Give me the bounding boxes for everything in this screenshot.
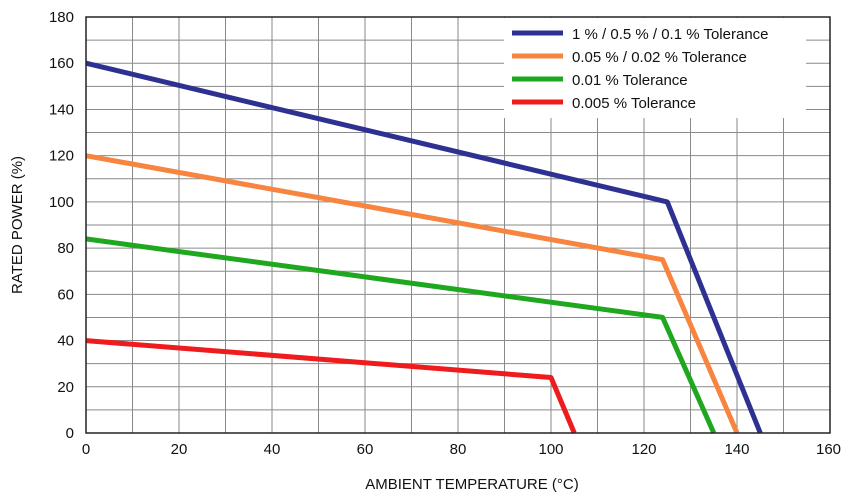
y-tick-label: 120 [49, 148, 74, 165]
x-tick-label: 60 [357, 441, 374, 458]
y-tick-labels: 0 20 40 60 80 100 120 140 160 180 [49, 9, 74, 442]
y-tick-label: 80 [57, 240, 74, 257]
x-tick-label: 80 [450, 441, 467, 458]
y-tick-label: 0 [66, 425, 74, 442]
y-tick-label: 100 [49, 194, 74, 211]
series-line-4 [85, 338, 577, 434]
x-tick-label: 20 [171, 441, 188, 458]
y-tick-label: 180 [49, 9, 74, 26]
series-line-1 [85, 60, 763, 434]
x-tick-label: 160 [816, 441, 841, 458]
legend-label: 0.005 % Tolerance [572, 95, 696, 112]
x-tick-label: 140 [724, 441, 749, 458]
x-tick-label: 40 [264, 441, 281, 458]
x-tick-label: 100 [538, 441, 563, 458]
x-tick-label: 0 [82, 441, 90, 458]
x-tick-labels: 0 20 40 60 80 100 120 140 160 [82, 441, 841, 458]
series-lines [85, 60, 763, 435]
y-axis-label: RATED POWER (%) [9, 156, 26, 294]
plot-frame [85, 16, 831, 434]
y-tick-label: 60 [57, 286, 74, 303]
legend: 1 % / 0.5 % / 0.1 % Tolerance 0.05 % / 0.… [504, 18, 806, 118]
y-tick-label: 20 [57, 379, 74, 396]
y-tick-label: 40 [57, 333, 74, 350]
series-line-2 [85, 153, 740, 434]
y-tick-label: 140 [49, 101, 74, 118]
legend-label: 1 % / 0.5 % / 0.1 % Tolerance [572, 26, 769, 43]
x-tick-label: 120 [631, 441, 656, 458]
series-line-3 [85, 236, 717, 435]
y-tick-label: 160 [49, 55, 74, 72]
legend-label: 0.05 % / 0.02 % Tolerance [572, 49, 747, 66]
x-axis-label: AMBIENT TEMPERATURE (°C) [365, 476, 579, 493]
legend-label: 0.01 % Tolerance [572, 72, 688, 89]
